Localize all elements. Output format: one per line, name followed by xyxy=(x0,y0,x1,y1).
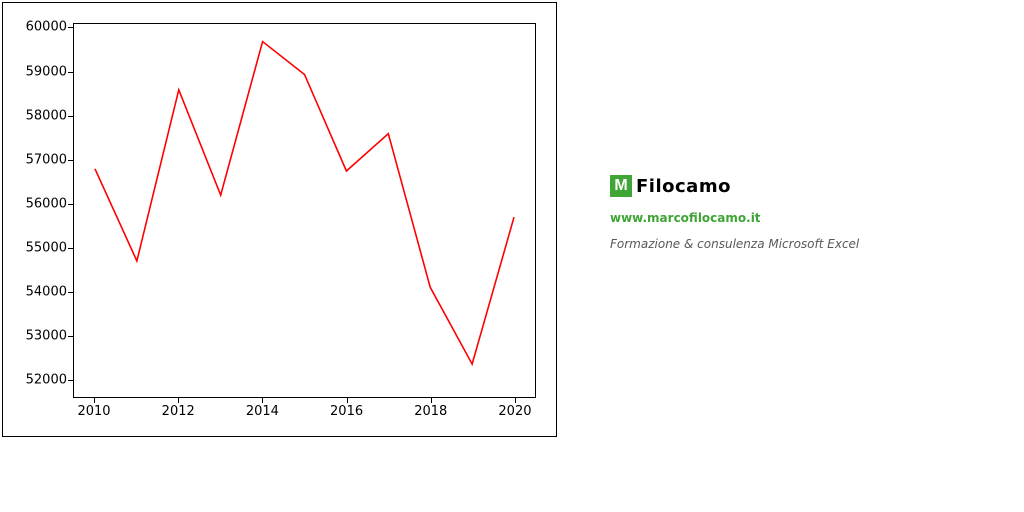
y-tick-label: 59000 xyxy=(7,64,67,79)
x-tick-label: 2014 xyxy=(246,404,279,419)
y-tick-label: 56000 xyxy=(7,196,67,211)
brand-logo-text: Filocamo xyxy=(636,176,731,197)
y-tick-mark xyxy=(68,204,73,205)
x-tick-label: 2016 xyxy=(330,404,363,419)
info-column: M Filocamo www.marcofilocamo.it Formazio… xyxy=(580,0,1024,512)
y-tick-label: 52000 xyxy=(7,373,67,388)
x-tick-mark xyxy=(262,398,263,403)
brand-logo-square: M xyxy=(610,175,632,197)
y-tick-mark xyxy=(68,248,73,249)
y-tick-mark xyxy=(68,336,73,337)
chart-outer-frame: 52000 53000 54000 55000 56000 57000 58000 59000… xyxy=(2,2,557,437)
x-tick-mark xyxy=(515,398,516,403)
brand-url: www.marcofilocamo.it xyxy=(610,211,1024,225)
y-tick-label: 58000 xyxy=(7,108,67,123)
y-tick-label: 54000 xyxy=(7,285,67,300)
y-tick-label: 55000 xyxy=(7,241,67,256)
x-tick-mark xyxy=(431,398,432,403)
x-tick-mark xyxy=(347,398,348,403)
y-tick-mark xyxy=(68,72,73,73)
y-tick-mark xyxy=(68,160,73,161)
y-tick-mark xyxy=(68,292,73,293)
y-tick-label: 60000 xyxy=(7,20,67,35)
page-root: 52000 53000 54000 55000 56000 57000 58000 59000… xyxy=(0,0,1024,512)
data-line xyxy=(95,42,514,365)
y-tick-label: 57000 xyxy=(7,152,67,167)
line-chart-svg xyxy=(74,24,535,397)
x-tick-label: 2010 xyxy=(77,404,110,419)
y-tick-mark xyxy=(68,116,73,117)
x-tick-mark xyxy=(94,398,95,403)
x-tick-mark xyxy=(178,398,179,403)
chart-column: 52000 53000 54000 55000 56000 57000 58000 59000… xyxy=(0,0,580,512)
y-tick-label: 53000 xyxy=(7,329,67,344)
brand-tagline: Formazione & consulenza Microsoft Excel xyxy=(610,237,1024,251)
y-tick-mark xyxy=(68,27,73,28)
chart-plot-area xyxy=(73,23,536,398)
brand-logo: M Filocamo xyxy=(610,175,1024,197)
y-tick-mark xyxy=(68,380,73,381)
x-tick-label: 2020 xyxy=(498,404,531,419)
x-tick-label: 2018 xyxy=(414,404,447,419)
x-tick-label: 2012 xyxy=(162,404,195,419)
